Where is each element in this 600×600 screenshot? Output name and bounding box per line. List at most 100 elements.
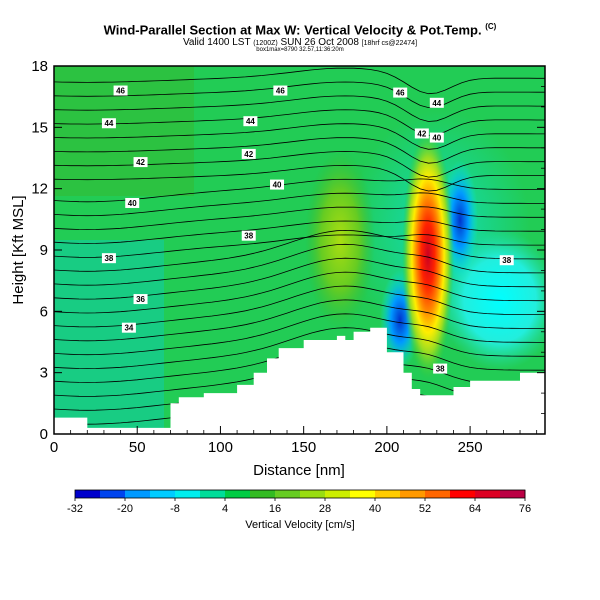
contour-label-box (499, 255, 514, 266)
colorbar-tick-label: 28 (319, 503, 331, 515)
theta-contour-line (54, 220, 545, 244)
x-tick-label: 100 (208, 439, 233, 456)
colorbar-tick-label: -20 (117, 503, 133, 515)
field-updraft-core (402, 130, 454, 380)
x-tick-label: 250 (458, 439, 483, 456)
contour-label: 40 (273, 181, 282, 190)
colorbar: -32 -20 -8 4 16 28 40 52 64 76 (67, 489, 531, 515)
colorbar-tick-label: 4 (222, 503, 228, 515)
contour-label-box (243, 116, 258, 127)
theta-contour-line (54, 123, 545, 150)
contour-label-box (414, 128, 429, 139)
y-tick-label: 15 (31, 119, 48, 136)
theta-contour-line (54, 137, 545, 164)
contour-label-box (101, 118, 116, 129)
contour-label: 46 (276, 87, 285, 96)
y-tick-label: 3 (40, 365, 48, 382)
colorbar-tick-label: 64 (469, 503, 481, 515)
colorbar-swatch (300, 490, 326, 498)
colorbar-swatch (500, 490, 526, 498)
colorbar-swatch (250, 490, 276, 498)
theta-contour-line (54, 299, 545, 342)
colorbar-swatch (225, 490, 251, 498)
colorbar-tick-label: 16 (269, 503, 281, 515)
colorbar-swatch (200, 490, 226, 498)
theta-contour-line (54, 192, 545, 217)
theta-contour-line (54, 95, 545, 122)
y-axis-label: Height [Kft MSL] (10, 195, 27, 304)
theta-contour-line (54, 81, 545, 109)
theta-contour-line (54, 243, 545, 286)
theta-contour-line (54, 206, 545, 231)
colorbar-swatch (400, 490, 426, 498)
theta-contour-line (54, 313, 545, 356)
field-upper-left (54, 66, 194, 196)
theta-contour-line (54, 327, 545, 370)
contour-label: 40 (432, 134, 441, 143)
colorbar-swatch (100, 490, 126, 498)
colorbar-swatch (125, 490, 151, 498)
contour-label: 38 (436, 365, 445, 374)
contour-label-box (133, 157, 148, 168)
contour-label-box (433, 363, 448, 374)
y-tick-label: 9 (40, 242, 48, 259)
colorbar-swatch (350, 490, 376, 498)
colorbar-tick-label: 40 (369, 503, 381, 515)
chart-subline: box1max=8790 32.57,11:36:20m (256, 47, 344, 53)
y-tick-label: 0 (40, 426, 48, 443)
contour-label: 38 (502, 256, 511, 265)
contour-label-box (429, 97, 444, 108)
contour-label-box (101, 253, 116, 264)
contour-label-box (121, 322, 136, 333)
contour-label: 38 (104, 254, 113, 263)
contour-label-box (113, 85, 128, 96)
theta-contour-line (54, 109, 545, 136)
chart-title: Wind-Parallel Section at Max W: Vertical… (103, 22, 497, 38)
contour-label: 46 (396, 89, 405, 98)
contour-label-box (241, 148, 256, 159)
theta-contour-line (54, 234, 545, 258)
colorbar-tick-label: -8 (170, 503, 180, 515)
y-tick-label: 6 (40, 303, 48, 320)
colorbar-frame (74, 489, 526, 499)
colorbar-swatch (425, 490, 451, 498)
colorbar-swatch (450, 490, 476, 498)
contour-label: 34 (124, 324, 133, 333)
contour-label: 36 (136, 295, 145, 304)
theta-contour-line (54, 271, 545, 314)
contour-label-box (270, 179, 285, 190)
x-tick-label: 150 (291, 439, 316, 456)
contour-label: 38 (244, 232, 253, 241)
contour-label: 44 (432, 99, 441, 108)
colorbar-tick-label: 52 (419, 503, 431, 515)
contour-label-box (429, 132, 444, 143)
chart-valid-time: Valid 1400 LST (1200Z) SUN 26 Oct 2008 [… (182, 37, 418, 48)
colorbar-swatch (325, 490, 351, 498)
y-tick-label: 12 (31, 181, 48, 198)
contour-label: 42 (417, 129, 426, 138)
contour-label-box (133, 294, 148, 305)
contour-label: 40 (128, 199, 137, 208)
colorbar-swatch (375, 490, 401, 498)
colorbar-swatch (475, 490, 501, 498)
colorbar-tick-label: -32 (67, 503, 83, 515)
contour-label-box (273, 85, 288, 96)
contour-label: 46 (116, 87, 125, 96)
x-tick-label: 50 (129, 439, 146, 456)
x-tick-label: 0 (50, 439, 58, 456)
contour-label-box (393, 87, 408, 98)
colorbar-swatch (175, 490, 201, 498)
vertical-velocity-field: 46 46 46 44 44 44 42 42 42 40 40 40 38 38 38 36 34 38 (54, 66, 545, 434)
contour-label-box (125, 197, 140, 208)
colorbar-swatch (150, 490, 176, 498)
field-lime-updraft (305, 150, 375, 330)
y-tick-label: 18 (31, 58, 48, 75)
colorbar-swatch (275, 490, 301, 498)
contour-label: 42 (136, 158, 145, 167)
terrain-mask (54, 327, 545, 434)
contour-label-box (241, 230, 256, 241)
colorbar-swatch (75, 490, 101, 498)
colorbar-label: Vertical Velocity [cm/s] (245, 519, 354, 531)
